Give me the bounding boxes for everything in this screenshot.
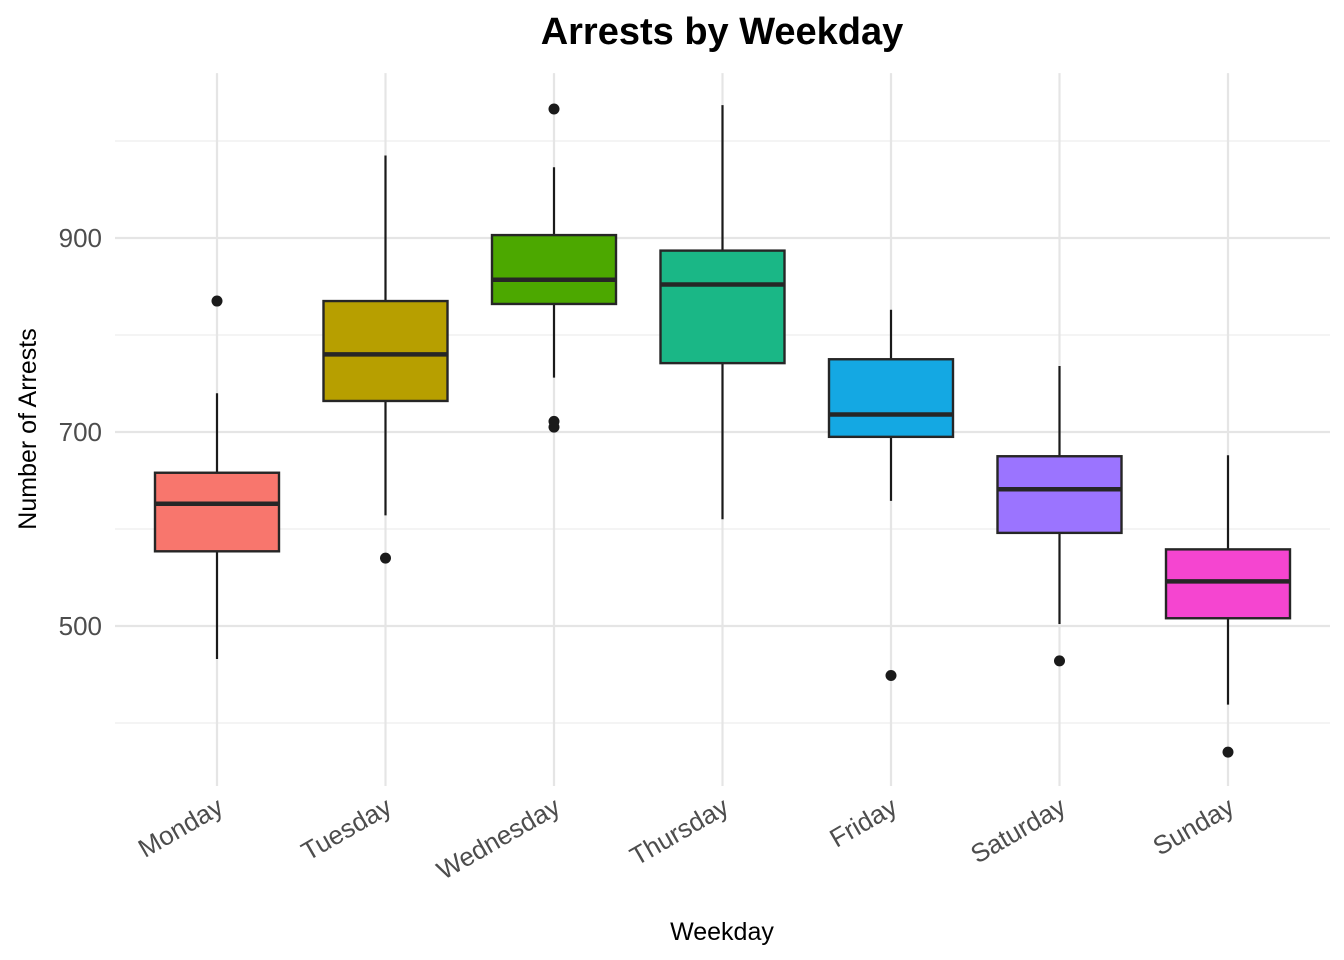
outlier-point [1222,746,1234,758]
box-thursday [659,105,786,520]
box-iqr [996,455,1123,535]
box-series [153,103,1292,758]
outlier-point [1054,655,1065,667]
y-tick-label: 900 [59,223,102,253]
box-iqr [1164,548,1292,620]
outlier-point [548,421,560,433]
y-axis-ticks: 500 700 900 [59,223,102,641]
box-tuesday [322,155,449,564]
x-tick-label: Thursday [625,791,734,871]
outlier-point [885,669,897,681]
box-saturday [996,366,1123,667]
box-iqr [153,471,281,553]
box-sunday [1164,455,1292,758]
y-axis-title: Number of Arrests [14,328,42,529]
box-friday [827,309,955,681]
x-axis-title: Weekday [670,918,774,946]
box-wednesday [490,103,618,433]
y-tick-label: 500 [59,611,102,641]
x-tick-label: Saturday [965,791,1070,869]
box-iqr [322,299,449,403]
x-tick-label: Wednesday [431,791,565,885]
box-iqr [490,233,618,306]
x-tick-label: Tuesday [296,791,397,866]
box-iqr [659,249,786,365]
chart-title: Arrests by Weekday [541,11,904,53]
x-tick-label: Sunday [1148,791,1239,861]
y-tick-label: 700 [59,417,102,447]
x-tick-label: Monday [133,791,228,863]
x-axis-ticks: Monday Tuesday Wednesday Thursday Friday Satu… [133,791,1239,885]
outlier-point [380,552,391,564]
outlier-point [211,295,223,307]
box-monday [153,295,281,659]
box-iqr [827,358,955,439]
outlier-point [548,103,560,115]
x-tick-label: Friday [824,791,902,853]
